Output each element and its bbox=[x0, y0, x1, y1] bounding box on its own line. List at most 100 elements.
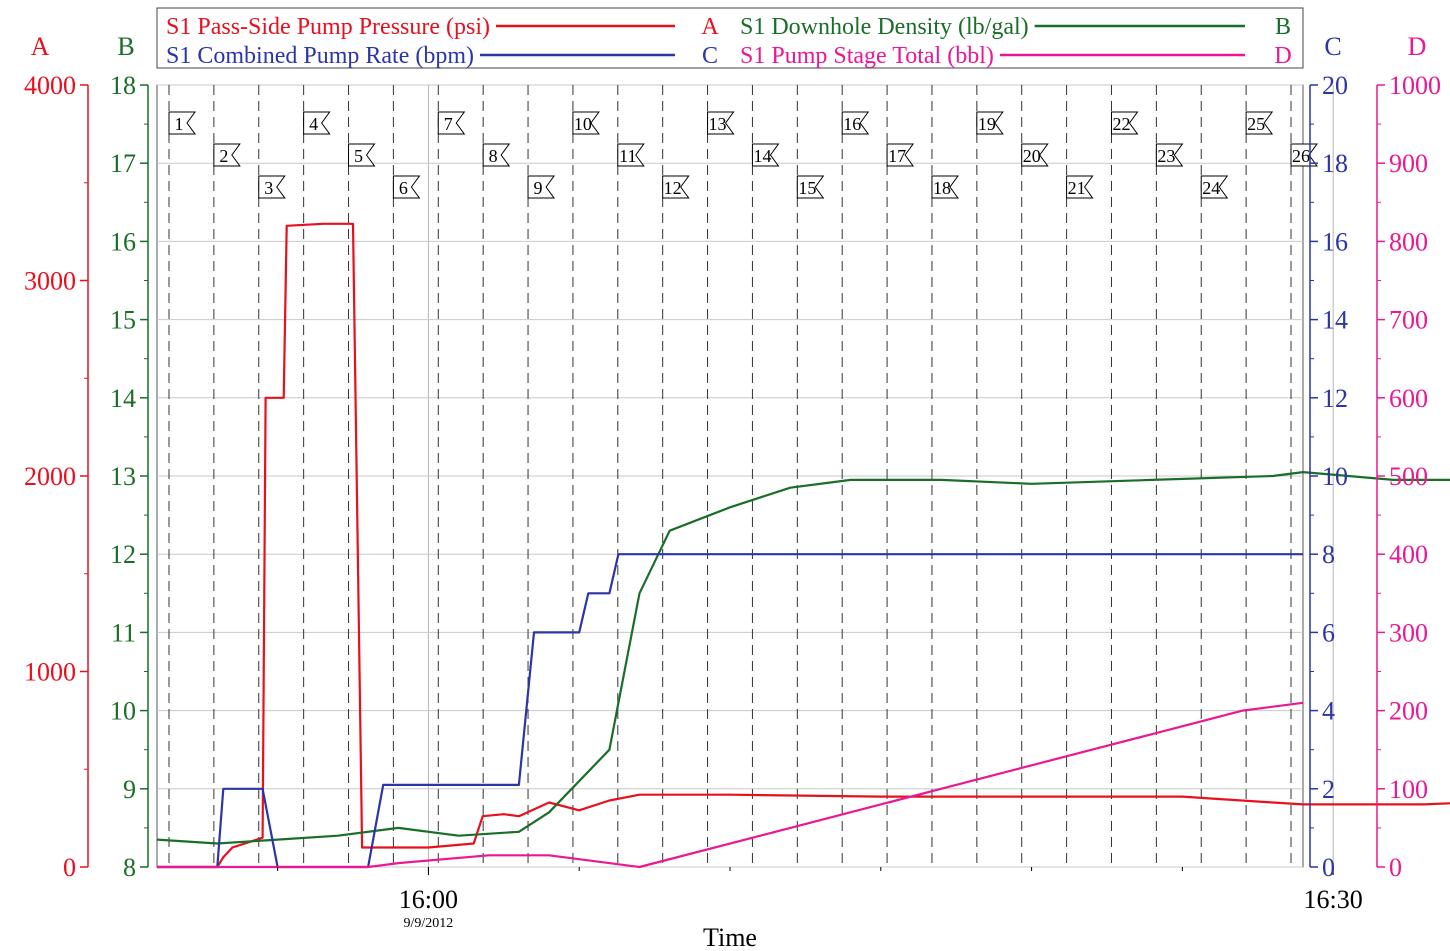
axes-layer: 16:009/9/201216:3017:0017:3018:0018:309/… bbox=[24, 32, 1441, 931]
event-flag: 17 bbox=[886, 143, 915, 167]
series-line-d bbox=[157, 701, 1304, 869]
legend-label: S1 Combined Pump Rate (bpm) bbox=[166, 43, 474, 69]
y-axis-b-tick-label: 18 bbox=[110, 71, 136, 100]
event-flag: 23 bbox=[1155, 143, 1184, 167]
event-flag-shape bbox=[348, 143, 376, 167]
y-axis-d-letter: D bbox=[1408, 32, 1427, 61]
y-axis-a-tick-label: 2000 bbox=[24, 462, 76, 491]
event-flag-label: 12 bbox=[664, 178, 682, 198]
x-tick-label: 16:30 bbox=[1304, 885, 1363, 914]
y-axis-d-tick-label: 200 bbox=[1389, 697, 1428, 726]
event-flag: 16 bbox=[841, 111, 870, 135]
event-flag-label: 22 bbox=[1112, 114, 1130, 134]
y-axis-b-tick-label: 11 bbox=[111, 618, 136, 647]
legend: S1 Pass-Side Pump Pressure (psi) A S1 Down… bbox=[156, 7, 1304, 69]
event-flag-shape bbox=[662, 175, 690, 199]
legend-label: S1 Pump Stage Total (bbl) bbox=[740, 43, 994, 69]
event-flag-label: 14 bbox=[753, 146, 771, 166]
y-axis-d-tick-label: 500 bbox=[1389, 462, 1428, 491]
event-flag-shape bbox=[213, 143, 241, 167]
y-axis-c-tick-label: 2 bbox=[1322, 775, 1335, 804]
event-flag: 15 bbox=[796, 175, 825, 199]
series-line-a bbox=[157, 222, 1450, 869]
legend-axis-letter: C bbox=[702, 43, 718, 69]
y-axis-b-tick-label: 13 bbox=[110, 462, 136, 491]
event-flag-label: 25 bbox=[1247, 114, 1265, 134]
event-flag: 9 bbox=[527, 175, 556, 199]
y-axis-c-tick-label: 16 bbox=[1322, 227, 1348, 256]
event-flag-shape bbox=[931, 175, 959, 199]
y-axis-d-tick-label: 300 bbox=[1389, 618, 1428, 647]
event-flag-shape bbox=[841, 111, 870, 135]
event-flag-label: 4 bbox=[309, 114, 318, 134]
event-flag-shape bbox=[1066, 175, 1094, 199]
event-flag: 19 bbox=[976, 111, 1004, 135]
event-flag-shape bbox=[617, 143, 645, 167]
y-axis-c-tick-label: 6 bbox=[1322, 618, 1335, 647]
event-flag-shape bbox=[1110, 111, 1139, 135]
y-axis-d-tick-label: 100 bbox=[1389, 775, 1428, 804]
event-flag: 18 bbox=[931, 175, 959, 199]
event-flag: 24 bbox=[1200, 175, 1229, 199]
event-flag: 20 bbox=[1021, 143, 1049, 167]
event-flag-shape bbox=[1021, 143, 1049, 167]
event-flag: 22 bbox=[1110, 111, 1139, 135]
event-flag: 11 bbox=[617, 143, 645, 167]
legend-axis-letter: A bbox=[701, 14, 719, 40]
y-axis-c-tick-label: 20 bbox=[1322, 71, 1348, 100]
event-flag-shape bbox=[258, 175, 286, 199]
y-axis-a-tick-label: 0 bbox=[63, 853, 76, 882]
event-flag-label: 5 bbox=[354, 146, 363, 166]
y-axis-b-tick-label: 16 bbox=[110, 227, 136, 256]
legend-box bbox=[156, 7, 1304, 69]
event-flag-label: 13 bbox=[709, 114, 727, 134]
y-axis-a-letter: A bbox=[31, 32, 50, 61]
event-flag-label: 7 bbox=[444, 114, 453, 134]
event-flag-label: 24 bbox=[1202, 178, 1220, 198]
y-axis-b-tick-label: 17 bbox=[110, 149, 136, 178]
legend-entry: S1 Combined Pump Rate (bpm) C bbox=[166, 43, 718, 69]
y-axis-c-tick-label: 10 bbox=[1322, 462, 1348, 491]
y-axis-a-tick-label: 3000 bbox=[24, 267, 76, 296]
x-tick-label: 16:00 bbox=[399, 885, 458, 914]
y-axis-c-tick-label: 18 bbox=[1322, 149, 1348, 178]
x-tick-date-label: 9/9/2012 bbox=[404, 916, 454, 931]
event-flag-shape bbox=[707, 111, 735, 135]
y-axis-a-tick-label: 4000 bbox=[24, 71, 76, 100]
event-flag-shape bbox=[751, 143, 780, 167]
event-flag: 1 bbox=[168, 111, 196, 135]
event-flag-label: 3 bbox=[264, 178, 273, 198]
y-axis-b-tick-label: 14 bbox=[110, 384, 136, 413]
y-axis-d-tick-label: 1000 bbox=[1389, 71, 1441, 100]
y-axis-b-tick-label: 15 bbox=[110, 306, 136, 335]
y-axis-c-tick-label: 14 bbox=[1322, 306, 1348, 335]
y-axis-b-tick-label: 12 bbox=[110, 540, 136, 569]
event-flag: 3 bbox=[258, 175, 286, 199]
event-flag-label: 1 bbox=[175, 114, 184, 134]
event-flag-label: 16 bbox=[843, 114, 861, 134]
legend-entry: S1 Pump Stage Total (bbl) D bbox=[740, 43, 1292, 69]
event-flag: 4 bbox=[303, 111, 331, 135]
event-flag-shape bbox=[572, 111, 600, 135]
event-flag-label: 18 bbox=[933, 178, 951, 198]
event-flag: 5 bbox=[348, 143, 376, 167]
series-line-c bbox=[157, 553, 1303, 869]
y-axis-c-letter: C bbox=[1324, 32, 1341, 61]
x-axis-title: Time bbox=[703, 923, 757, 951]
y-axis-b-letter: B bbox=[117, 32, 134, 61]
event-flag-label: 8 bbox=[489, 146, 498, 166]
event-flag: 21 bbox=[1066, 175, 1094, 199]
y-axis-c-tick-label: 12 bbox=[1322, 384, 1348, 413]
y-axis-c-tick-label: 0 bbox=[1322, 853, 1335, 882]
event-flag: 12 bbox=[662, 175, 690, 199]
series-layer bbox=[156, 222, 1450, 869]
y-axis-a-tick-label: 1000 bbox=[24, 658, 76, 687]
event-flag-shape bbox=[1200, 175, 1229, 199]
event-flag: 10 bbox=[572, 111, 600, 135]
event-flag-label: 9 bbox=[534, 178, 543, 198]
y-axis-c-tick-label: 4 bbox=[1322, 697, 1335, 726]
event-flag-shape bbox=[1155, 143, 1184, 167]
legend-label: S1 Downhole Density (lb/gal) bbox=[740, 14, 1029, 40]
event-flag-shape bbox=[303, 111, 331, 135]
